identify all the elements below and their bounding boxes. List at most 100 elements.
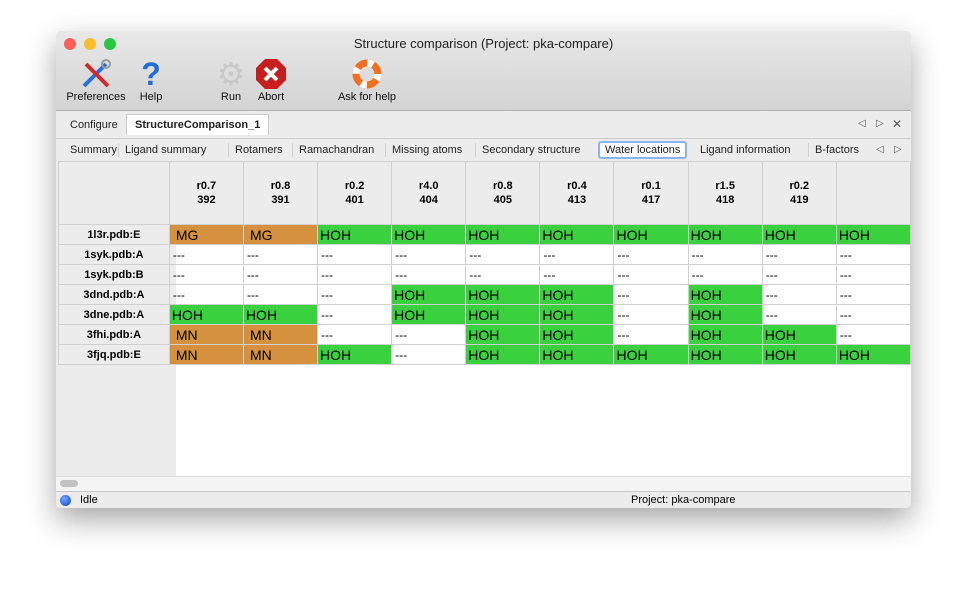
subtab-scroll-left-icon[interactable]: ◁ [876,144,884,155]
subtab-summary[interactable]: Summary [70,144,118,156]
row-header[interactable]: 1l3r.pdb:E [58,224,170,245]
table-cell[interactable]: HOH [465,284,541,305]
column-header[interactable]: r1.5 418 [687,161,763,225]
table-cell[interactable]: HOH [539,324,615,345]
subtab-secondary-structure[interactable]: Secondary structure [475,143,586,157]
table-cell[interactable]: --- [242,264,319,285]
table-cell[interactable]: --- [168,264,244,285]
tab-structurecomparison-1[interactable]: StructureComparison_1 [126,114,270,135]
table-cell[interactable]: HOH [465,224,541,245]
table-cell[interactable]: --- [317,244,393,265]
table-cell[interactable]: HOH [391,224,467,245]
table-cell[interactable]: --- [835,284,911,305]
table-cell[interactable]: HOH [761,224,837,245]
table-cell[interactable]: MN [242,324,319,345]
table-cell[interactable]: HOH [317,344,393,365]
close-tab-icon[interactable]: ✕ [892,117,903,131]
help-button[interactable]: ? Help [134,56,168,104]
table-cell[interactable]: HOH [835,224,911,245]
table-cell[interactable]: --- [613,244,689,265]
row-header[interactable]: 3fjq.pdb:E [58,344,170,365]
table-cell[interactable]: HOH [539,304,615,325]
table-cell[interactable]: --- [613,324,689,345]
table-cell[interactable]: --- [168,244,244,265]
tab-configure[interactable]: Configure [70,119,118,131]
table-cell[interactable]: --- [242,244,319,265]
column-header[interactable]: r4.0 404 [391,161,467,225]
run-button[interactable]: ⚙ Run [214,56,248,103]
close-button[interactable] [64,38,76,50]
table-cell[interactable]: --- [835,324,911,345]
tab-scroll-left-icon[interactable]: ◁ [858,118,866,129]
table-cell[interactable]: --- [613,284,689,305]
column-header[interactable]: r0.7 392 [168,161,244,225]
table-cell[interactable]: --- [465,264,541,285]
table-cell[interactable]: HOH [613,224,689,245]
table-cell[interactable]: HOH [687,304,763,325]
table-cell[interactable]: HOH [539,284,615,305]
table-cell[interactable]: --- [391,264,467,285]
table-cell[interactable]: --- [168,284,244,305]
subtab-scroll-right-icon[interactable]: ▷ [894,144,902,155]
zoom-button[interactable] [104,38,116,50]
table-cell[interactable]: MG [242,224,319,245]
table-cell[interactable]: --- [317,284,393,305]
subtab-ligand-summary[interactable]: Ligand summary [118,143,212,157]
table-cell[interactable]: HOH [391,284,467,305]
table-cell[interactable]: HOH [687,324,763,345]
table-cell[interactable]: --- [761,264,837,285]
table-cell[interactable]: --- [391,244,467,265]
column-header[interactable] [835,161,911,225]
table-cell[interactable]: --- [761,244,837,265]
table-cell[interactable]: --- [242,284,319,305]
subtab-water-locations[interactable]: Water locations [598,141,688,159]
abort-button[interactable]: Abort [252,57,290,103]
table-cell[interactable]: HOH [687,224,763,245]
column-header[interactable]: r0.8 391 [242,161,319,225]
column-header[interactable]: r0.8 405 [465,161,541,225]
column-header[interactable]: r0.4 413 [539,161,615,225]
table-cell[interactable]: --- [835,304,911,325]
row-header[interactable]: 1syk.pdb:B [58,264,170,285]
table-cell[interactable]: HOH [761,324,837,345]
table-cell[interactable]: --- [391,344,467,365]
table-cell[interactable]: HOH [168,304,244,325]
table-cell[interactable]: HOH [391,304,467,325]
subtab-ligand-information[interactable]: Ligand information [700,144,791,156]
table-cell[interactable]: HOH [687,284,763,305]
table-cell[interactable]: --- [613,264,689,285]
table-cell[interactable]: --- [539,264,615,285]
row-header[interactable]: 3dnd.pdb:A [58,284,170,305]
column-header[interactable]: r0.2 401 [317,161,393,225]
subtab-ramachandran[interactable]: Ramachandran [292,143,380,157]
table-cell[interactable]: HOH [242,304,319,325]
table-cell[interactable]: --- [465,244,541,265]
column-header[interactable]: r0.1 417 [613,161,689,225]
table-cell[interactable]: HOH [317,224,393,245]
table-cell[interactable]: --- [317,264,393,285]
tab-scroll-right-icon[interactable]: ▷ [876,118,884,129]
table-cell[interactable]: HOH [465,304,541,325]
scrollbar-thumb[interactable] [60,480,78,487]
subtab-rotamers[interactable]: Rotamers [228,143,289,157]
table-cell[interactable]: --- [835,244,911,265]
table-cell[interactable]: HOH [539,224,615,245]
table-cell[interactable]: --- [835,264,911,285]
table-cell[interactable]: HOH [613,344,689,365]
table-cell[interactable]: --- [761,304,837,325]
table-cell[interactable]: HOH [687,344,763,365]
table-cell[interactable]: HOH [835,344,911,365]
ask-for-help-button[interactable]: Ask for help [332,57,402,103]
column-header[interactable]: r0.2 419 [761,161,837,225]
table-cell[interactable]: HOH [539,344,615,365]
table-cell[interactable]: MN [168,344,244,365]
table-cell[interactable]: MG [168,224,244,245]
table-cell[interactable]: HOH [465,324,541,345]
horizontal-scrollbar[interactable] [56,476,911,491]
row-header[interactable]: 1syk.pdb:A [58,244,170,265]
table-cell[interactable]: HOH [761,344,837,365]
subtab-b-factors[interactable]: B-factors [808,143,865,157]
minimize-button[interactable] [84,38,96,50]
table-cell[interactable]: HOH [465,344,541,365]
table-cell[interactable]: --- [687,264,763,285]
